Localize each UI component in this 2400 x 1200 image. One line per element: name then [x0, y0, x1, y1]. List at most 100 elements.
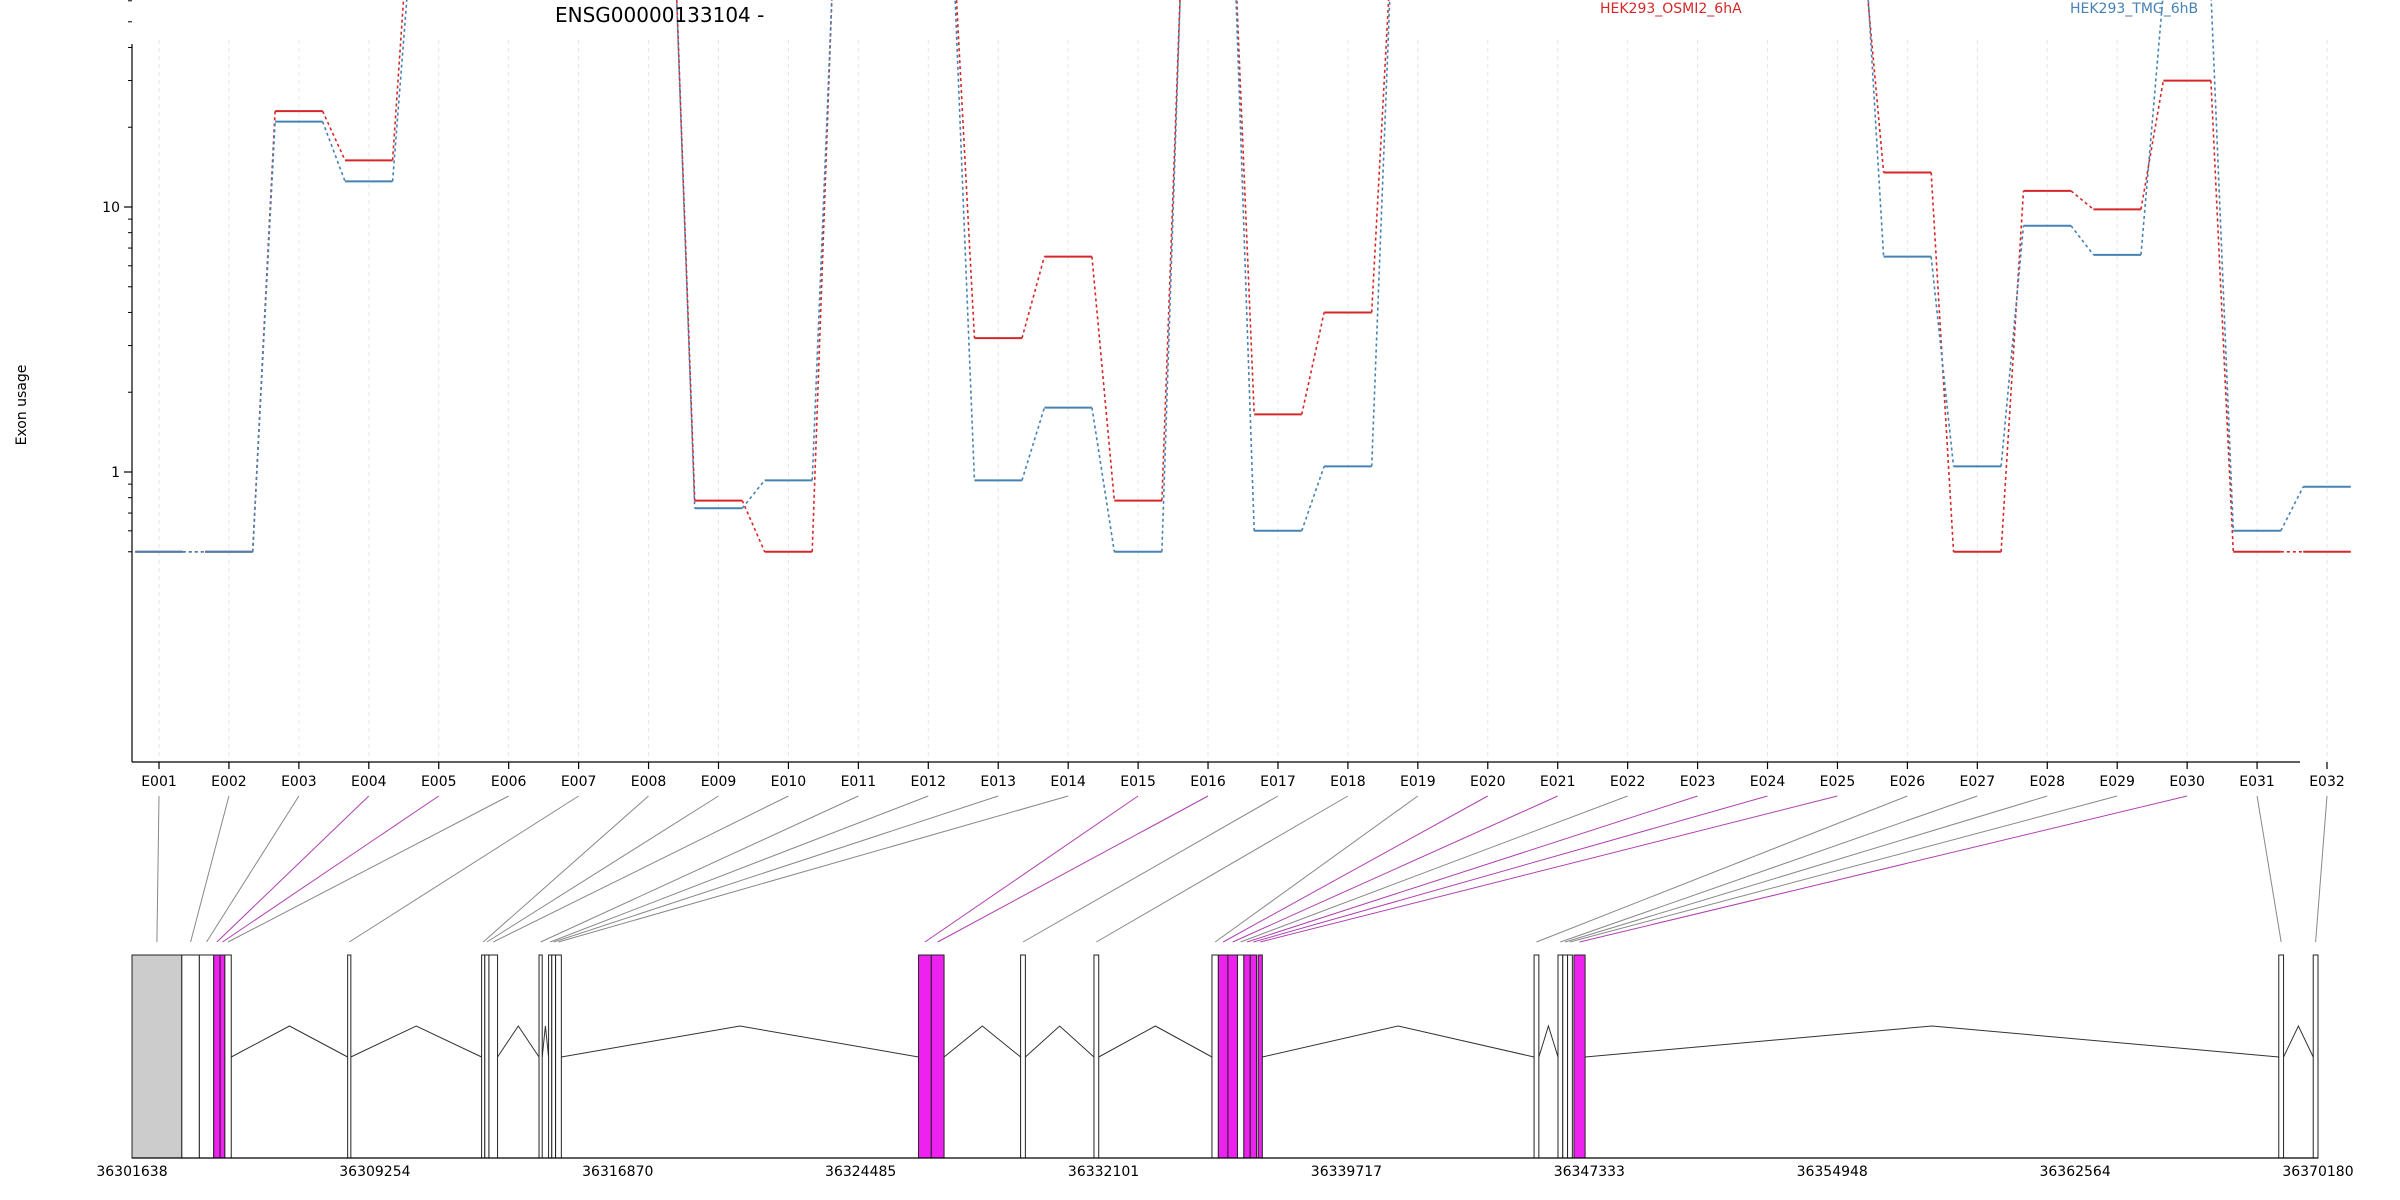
legend-series-2: HEK293_TMG_6hB — [2070, 1, 2198, 17]
genomic-tick-label: 36370180 — [2282, 1164, 2353, 1180]
exon-connector — [1579, 795, 2188, 943]
exon-connector — [348, 795, 579, 943]
exon-connector — [493, 795, 789, 943]
exon-connector — [1096, 795, 1349, 943]
series-connector — [251, 121, 276, 552]
x-tick-label: E026 — [1890, 774, 1926, 790]
exon-connector — [1222, 795, 1489, 943]
exon-box — [1249, 954, 1258, 1159]
exon-box — [1236, 954, 1245, 1159]
series-connector — [2070, 225, 2095, 256]
intron-line — [561, 1025, 919, 1058]
exon-box — [1533, 954, 1540, 1159]
exon-connector — [222, 795, 440, 943]
exon-box — [224, 954, 232, 1159]
x-tick-label: E016 — [1190, 774, 1226, 790]
exon-box — [555, 954, 562, 1159]
genomic-tick-label: 36324485 — [825, 1164, 896, 1180]
x-tick-label: E003 — [281, 774, 317, 790]
x-tick-label: E021 — [1540, 774, 1576, 790]
exon-box — [488, 954, 499, 1159]
exon-connector — [206, 795, 300, 943]
x-tick-label: E014 — [1050, 774, 1086, 790]
x-tick-label: E028 — [2029, 774, 2065, 790]
series-connector — [1161, 0, 1181, 501]
series-connector — [2280, 486, 2304, 532]
exon-connector — [549, 795, 929, 943]
genomic-tick-label: 36332101 — [1068, 1164, 1139, 1180]
gene-model: 36301638 36309254 36316870 36324485 36332101… — [96, 954, 2354, 1180]
exon-connector — [227, 795, 509, 943]
series-connector — [1300, 312, 1325, 415]
intron-line — [1025, 1025, 1095, 1058]
series-connector — [811, 0, 833, 552]
y-axis-label: Exon usage — [14, 365, 30, 446]
x-tick-label: E012 — [911, 774, 947, 790]
exon-connector — [216, 795, 370, 943]
x-tick-label: E020 — [1470, 774, 1506, 790]
x-tick-label: E024 — [1750, 774, 1786, 790]
series-connector — [811, 0, 833, 481]
series-connector — [955, 0, 976, 339]
series-connector — [1867, 0, 1885, 257]
genomic-tick-label: 36309254 — [339, 1164, 410, 1180]
series-connector — [675, 0, 696, 509]
series-connector — [391, 0, 405, 161]
series-connector — [2210, 0, 2235, 531]
exon-connector — [1232, 795, 1558, 943]
intron-line — [231, 1025, 348, 1058]
series-connector — [2210, 80, 2235, 552]
y-tick-label: 1 — [111, 465, 120, 481]
intron-line — [1262, 1025, 1535, 1058]
x-tick-label: E005 — [421, 774, 457, 790]
series-connector — [391, 0, 408, 182]
y-tick-label: 10 — [102, 200, 120, 216]
x-tick-label: E007 — [561, 774, 597, 790]
x-tick-label: E022 — [1610, 774, 1646, 790]
exon-box — [198, 954, 215, 1159]
grid-lines — [158, 40, 2328, 762]
series-connector — [321, 121, 346, 182]
genomic-tick-label: 36347333 — [1554, 1164, 1625, 1180]
x-tick-label: E006 — [491, 774, 527, 790]
intron-line — [943, 1025, 1021, 1058]
x-tick-label: E017 — [1260, 774, 1296, 790]
exon-box — [1562, 954, 1569, 1159]
series-connector — [1091, 256, 1116, 501]
exon-connector — [486, 795, 719, 943]
exon-box — [1567, 954, 1573, 1159]
exon-connector — [553, 795, 999, 943]
series-connector — [2140, 80, 2165, 210]
exon-connector — [1246, 795, 1698, 943]
series-connector — [2070, 190, 2094, 210]
exon-box — [551, 954, 557, 1159]
x-tick-label: E019 — [1400, 774, 1436, 790]
exon-connector — [1260, 795, 1838, 943]
exon-connector — [482, 795, 649, 943]
x-tick-label: E015 — [1120, 774, 1156, 790]
exon-connector — [937, 795, 1209, 943]
series-connector — [2000, 190, 2025, 552]
x-tick-label: E004 — [351, 774, 387, 790]
x-tick-label: E018 — [1330, 774, 1366, 790]
series-2 — [135, 0, 2351, 553]
axes: 110100200300E001E002E003E004E005E006E007… — [102, 0, 2345, 790]
x-tick-label: E001 — [141, 774, 177, 790]
exon-connector — [1569, 795, 2118, 943]
exon-box — [918, 954, 932, 1159]
x-tick-label: E025 — [1820, 774, 1856, 790]
x-tick-label: E009 — [701, 774, 737, 790]
genomic-tick-label: 36362564 — [2039, 1164, 2110, 1180]
exon-box — [213, 954, 221, 1159]
x-tick-label: E002 — [211, 774, 247, 790]
exon-box — [181, 954, 200, 1159]
series-connector — [321, 110, 346, 161]
exon-connector — [1214, 795, 1419, 943]
series-connector — [2000, 225, 2025, 467]
intron-line — [541, 1025, 550, 1058]
exon-box — [347, 954, 352, 1159]
series-connector — [1161, 0, 1181, 552]
exon-connector — [1022, 795, 1279, 943]
exon-connector — [558, 795, 1069, 943]
